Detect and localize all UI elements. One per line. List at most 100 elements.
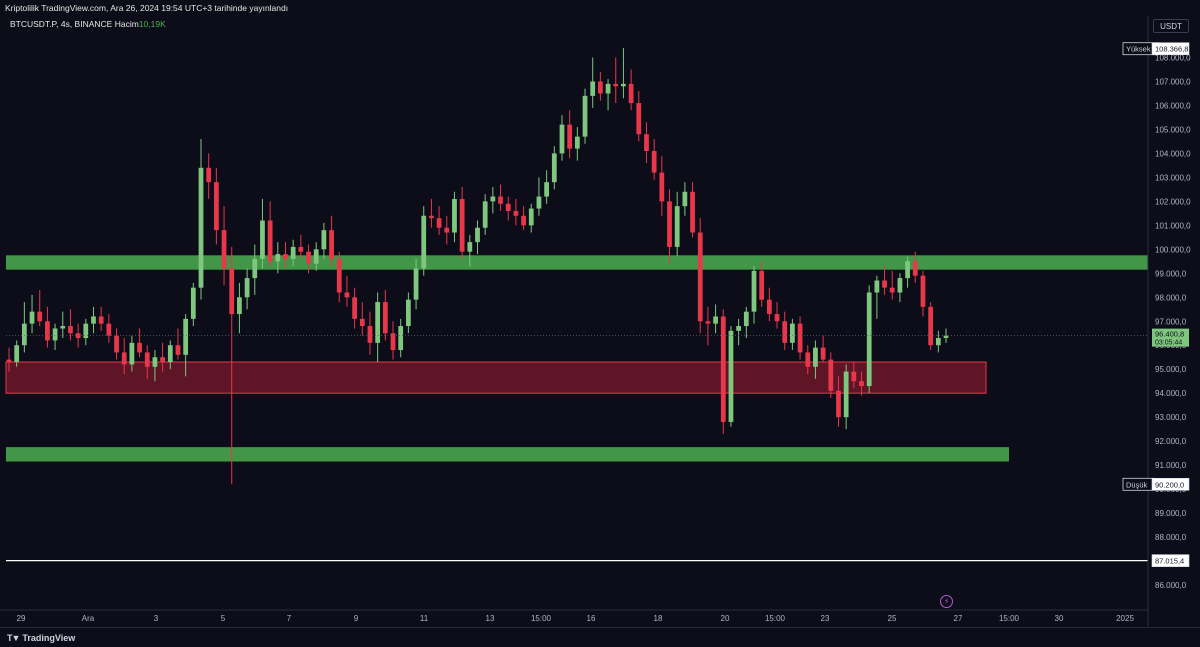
bear-candle bbox=[889, 287, 895, 293]
bull-candle bbox=[452, 198, 457, 233]
bear-candle bbox=[98, 316, 104, 324]
bull-candle bbox=[129, 342, 135, 365]
bull-candle bbox=[83, 323, 89, 339]
marker-label: Yüksek bbox=[1126, 45, 1151, 54]
bull-candle bbox=[52, 328, 58, 341]
zones-layer bbox=[5, 255, 1148, 562]
bull-candle bbox=[321, 230, 327, 250]
bull-candle bbox=[843, 371, 849, 418]
bear-candle bbox=[928, 306, 934, 346]
bull-candle bbox=[605, 83, 611, 94]
x-tick-label: 25 bbox=[888, 614, 897, 623]
x-tick-label: 27 bbox=[954, 614, 963, 623]
bear-candle bbox=[336, 258, 342, 293]
bull-candle bbox=[536, 196, 542, 209]
bull-candle bbox=[29, 311, 35, 324]
bear-candle bbox=[912, 261, 918, 276]
bear-candle bbox=[628, 83, 634, 104]
bull-candle bbox=[943, 335, 949, 339]
bull-candle bbox=[559, 124, 565, 154]
bear-candle bbox=[820, 347, 826, 360]
bear-candle bbox=[498, 196, 503, 204]
bear-candle bbox=[828, 359, 834, 391]
bear-candle bbox=[882, 280, 887, 288]
bear-candle bbox=[306, 251, 311, 264]
x-tick-label: 29 bbox=[17, 614, 26, 623]
bear-candle bbox=[697, 232, 703, 322]
marker-value-box bbox=[1151, 554, 1190, 567]
bull-candle bbox=[237, 297, 242, 315]
x-tick-label: 16 bbox=[587, 614, 596, 623]
chart-legend[interactable]: BTCUSDT.P, 4s, BINANCE Hacim10,19K bbox=[10, 19, 166, 29]
bull-candle bbox=[252, 258, 258, 279]
lightning-icon[interactable]: ⚡ bbox=[940, 595, 953, 608]
bull-candle bbox=[14, 345, 20, 363]
bear-candle bbox=[667, 201, 672, 247]
y-tick-label: 94.000,0 bbox=[1155, 389, 1187, 398]
publisher-text: Kriptolilik TradingView.com, Ara 26, 202… bbox=[5, 3, 289, 13]
bull-candle bbox=[574, 136, 580, 149]
x-tick-label: 15:00 bbox=[531, 614, 552, 623]
bull-candle bbox=[751, 270, 757, 312]
x-tick-label: 2025 bbox=[1116, 614, 1134, 623]
bull-candle bbox=[682, 191, 688, 207]
volume-value: 10,19K bbox=[138, 19, 166, 29]
x-tick-label: 18 bbox=[654, 614, 663, 623]
bear-candle bbox=[206, 167, 212, 183]
y-tick-label: 107.000,0 bbox=[1155, 77, 1191, 86]
y-tick-label: 92.000,0 bbox=[1155, 437, 1187, 446]
bull-candle bbox=[21, 323, 27, 346]
bull-candle bbox=[874, 280, 880, 293]
bull-candle bbox=[728, 330, 734, 422]
bear-candle bbox=[137, 342, 142, 353]
x-tick-label: 5 bbox=[221, 614, 226, 623]
x-tick-label: 15:00 bbox=[999, 614, 1020, 623]
bear-candle bbox=[344, 292, 350, 298]
bull-candle bbox=[482, 201, 488, 228]
bull-candle bbox=[467, 242, 473, 252]
bear-candle bbox=[690, 191, 695, 233]
bull-candle bbox=[813, 347, 818, 367]
marker-value: 90.200,0 bbox=[1155, 480, 1184, 489]
bear-candle bbox=[644, 134, 649, 152]
y-tick-label: 106.000,0 bbox=[1155, 101, 1191, 110]
bear-candle bbox=[68, 326, 73, 334]
currency-badge[interactable]: USDT bbox=[1153, 19, 1189, 33]
x-tick-label: 13 bbox=[486, 614, 495, 623]
bear-candle bbox=[213, 182, 219, 231]
bear-candle bbox=[121, 352, 127, 365]
bull-candle bbox=[897, 278, 903, 293]
bull-candle bbox=[190, 287, 196, 319]
bear-candle bbox=[106, 323, 112, 336]
bear-candle bbox=[859, 381, 864, 386]
bear-candle bbox=[659, 172, 665, 202]
bear-candle bbox=[613, 83, 619, 87]
bull-candle bbox=[866, 292, 872, 386]
x-tick-label: 20 bbox=[721, 614, 730, 623]
y-tick-label: 100.000,0 bbox=[1155, 245, 1191, 254]
bear-candle bbox=[521, 215, 526, 226]
bear-candle bbox=[766, 299, 772, 315]
y-tick-label: 91.000,0 bbox=[1155, 461, 1187, 470]
bear-candle bbox=[367, 326, 373, 343]
y-tick-label: 105.000,0 bbox=[1155, 125, 1191, 134]
last-price-badge bbox=[1152, 328, 1189, 347]
bull-candle bbox=[60, 326, 66, 329]
bear-candle bbox=[920, 275, 926, 307]
axis-layer: 86.000,087.000,088.000,089.000,090.000,0… bbox=[0, 16, 1191, 627]
bear-candle bbox=[444, 227, 450, 233]
bull-candle bbox=[167, 345, 173, 363]
bull-candle bbox=[475, 227, 480, 243]
y-tick-label: 88.000,0 bbox=[1155, 533, 1187, 542]
candles-layer bbox=[6, 47, 1148, 485]
tradingview-logo[interactable]: T▼ TradingView bbox=[7, 632, 75, 644]
bull-candle bbox=[260, 220, 265, 259]
bull-candle bbox=[198, 167, 204, 288]
x-tick-label: 3 bbox=[154, 614, 159, 623]
symbol-label: BTCUSDT.P, 4s, BINANCE bbox=[10, 19, 113, 29]
bull-candle bbox=[590, 81, 596, 96]
y-tick-label: 102.000,0 bbox=[1155, 197, 1191, 206]
footer-bar: T▼ TradingView bbox=[0, 627, 1200, 647]
bear-candle bbox=[636, 103, 642, 135]
